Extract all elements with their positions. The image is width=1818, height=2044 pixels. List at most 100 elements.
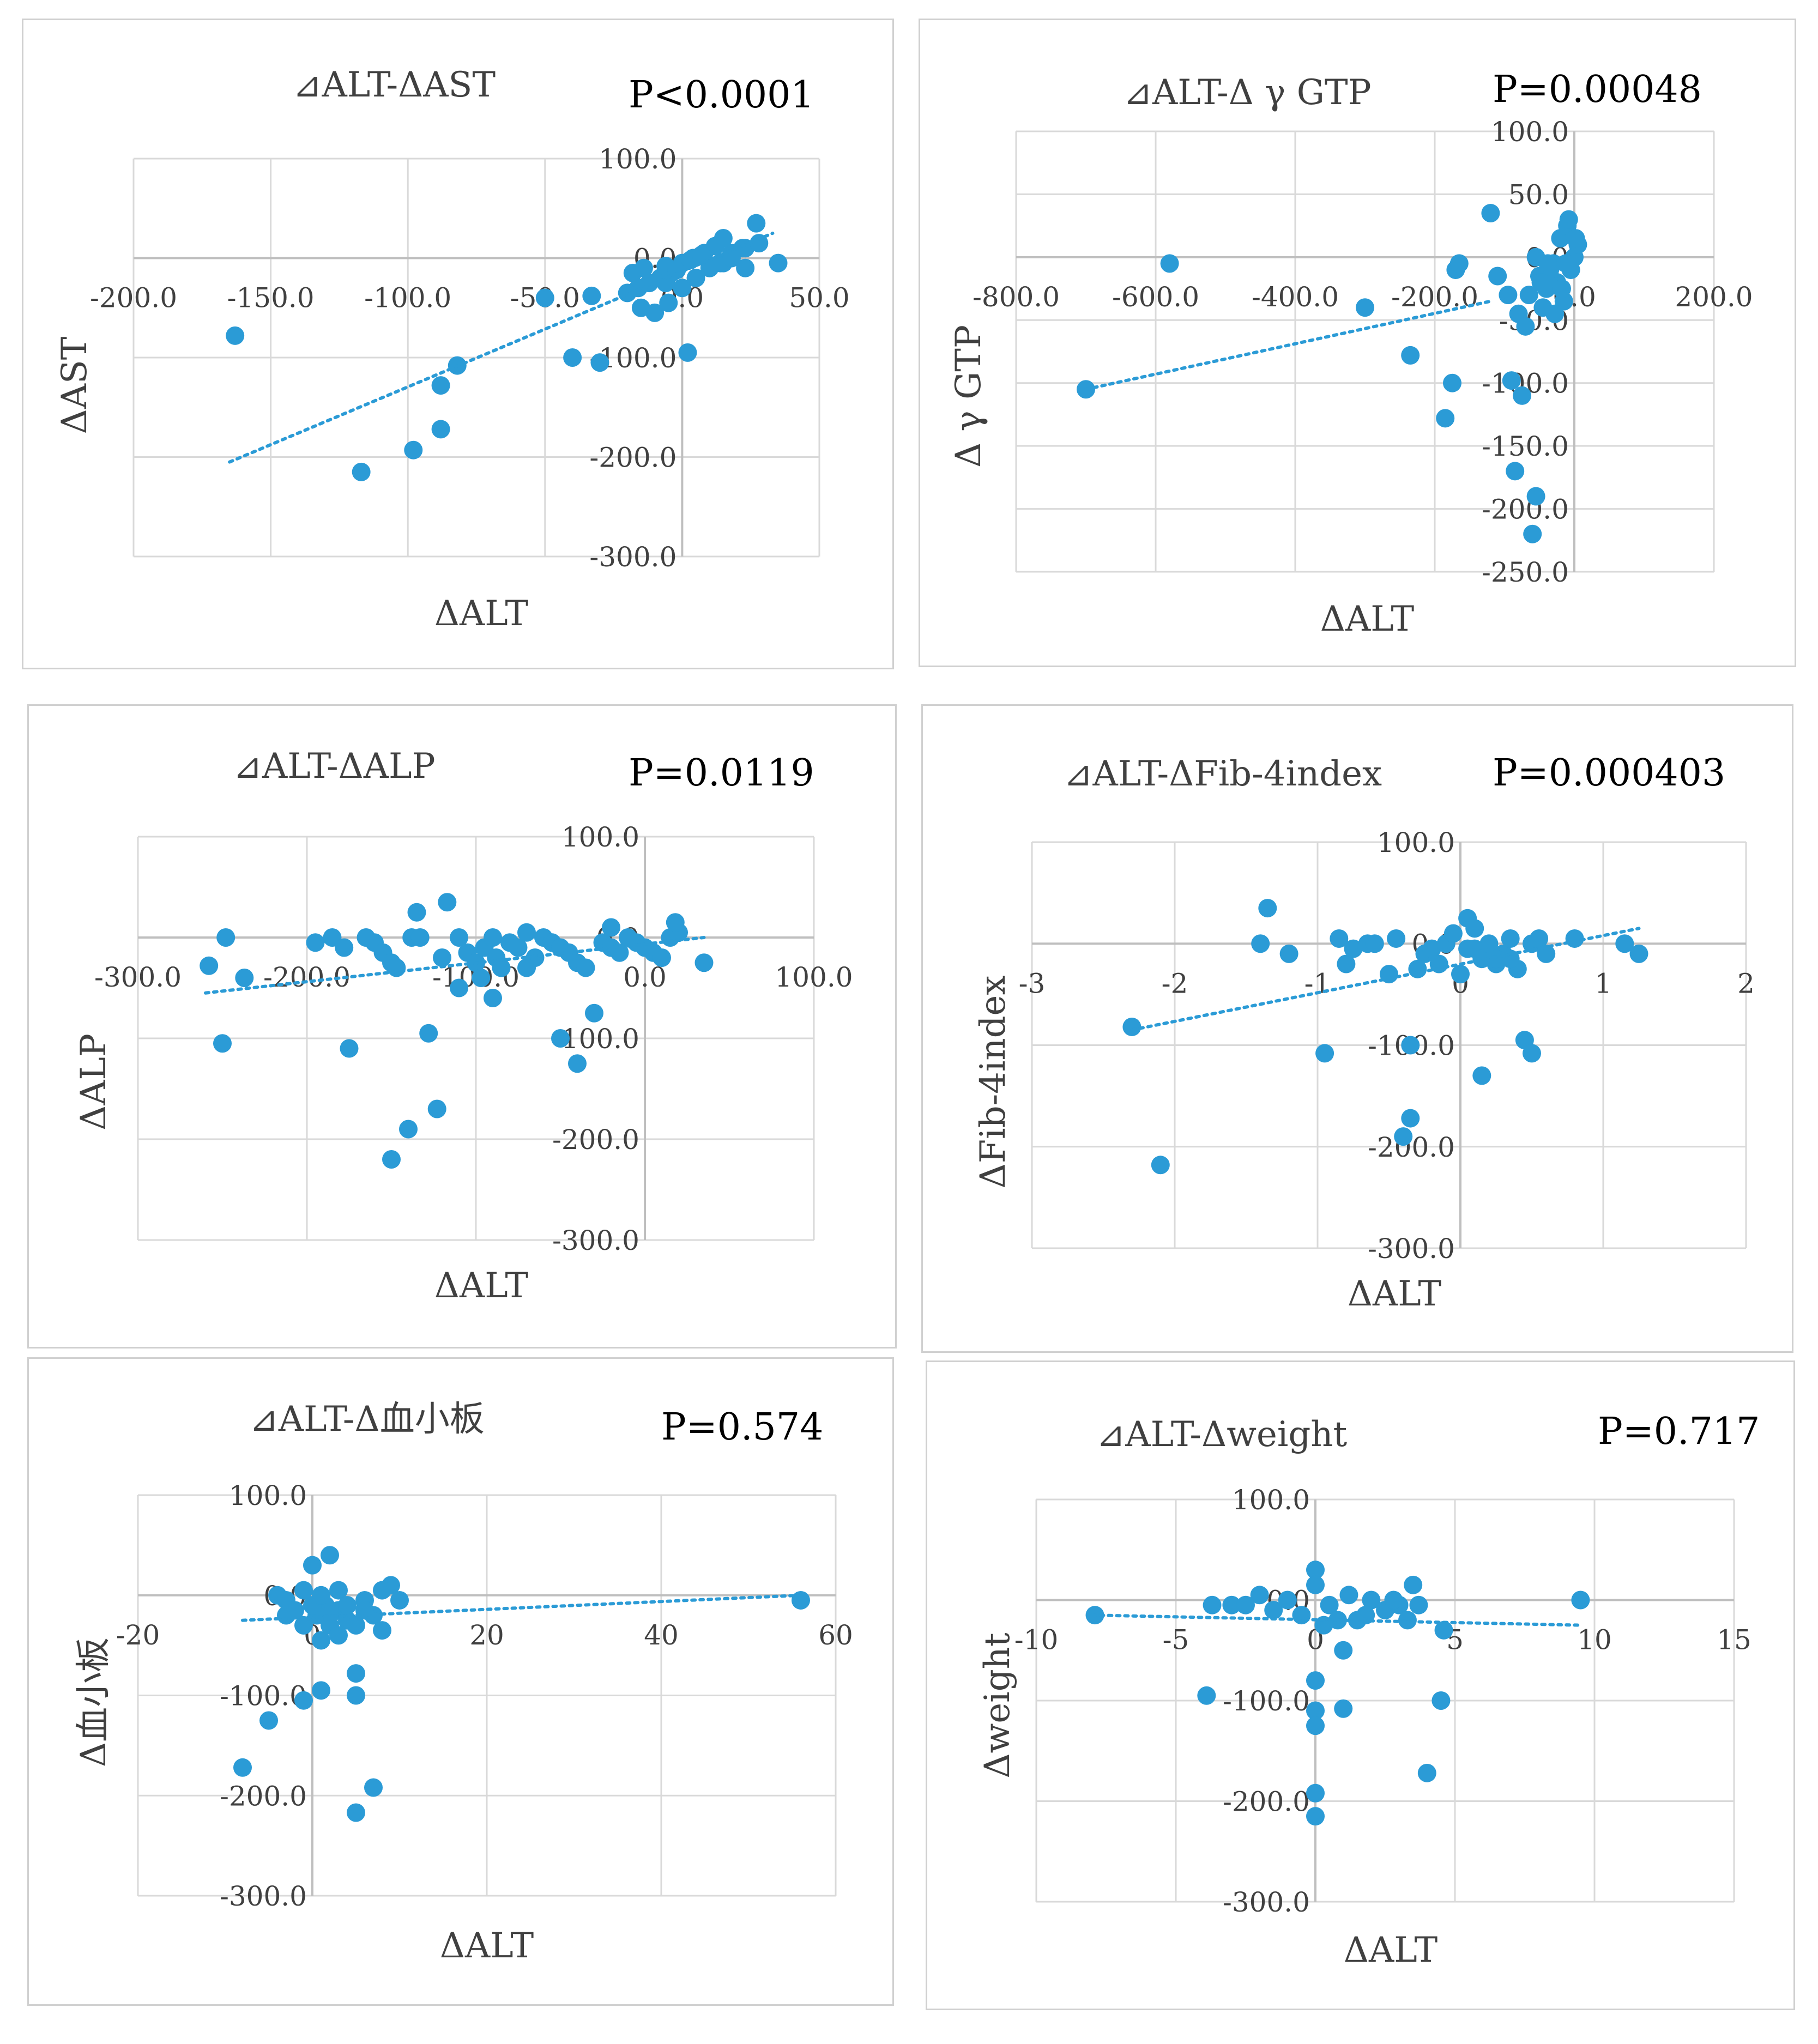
- x-tick-label: 60: [818, 1619, 853, 1651]
- y-tick-label: -200.0: [1223, 1786, 1310, 1818]
- p-value-label: P=0.717: [1598, 1410, 1760, 1453]
- x-tick-label: 10: [1577, 1624, 1612, 1656]
- data-point: [1264, 1600, 1283, 1619]
- data-point: [551, 1029, 570, 1048]
- data-point: [1203, 1595, 1222, 1614]
- data-point: [233, 1758, 252, 1777]
- data-point: [1337, 954, 1356, 973]
- data-point: [352, 462, 371, 481]
- data-point: [303, 1556, 322, 1575]
- data-point: [1197, 1686, 1216, 1705]
- data-point: [472, 969, 491, 987]
- scatter-chart: -3-2-1012100.00.0-100.0-200.0-300.0⊿ALT-…: [973, 752, 1755, 1314]
- scatter-chart: -10-5051015100.00.0-100.0-200.0-300.0⊿AL…: [977, 1410, 1760, 1970]
- data-point: [407, 903, 426, 922]
- chart-title: ⊿ALT-ΔFib-4index: [1064, 754, 1382, 794]
- data-point: [1408, 959, 1427, 978]
- y-axis-title: ΔFib-4index: [973, 975, 1013, 1188]
- data-point: [1320, 1595, 1339, 1614]
- data-point: [792, 1591, 810, 1610]
- y-tick-label: -100.0: [220, 1680, 307, 1712]
- data-point: [431, 376, 450, 395]
- p-value-label: P<0.0001: [629, 74, 814, 117]
- y-tick-label: 100.0: [1491, 116, 1569, 148]
- data-point: [1339, 1586, 1358, 1605]
- data-point: [312, 1586, 330, 1605]
- y-tick-label: -200.0: [589, 442, 677, 474]
- data-point: [200, 956, 219, 975]
- x-tick-label: -600.0: [1112, 281, 1199, 313]
- x-tick-label: -800.0: [973, 281, 1060, 313]
- data-point: [312, 1631, 330, 1650]
- data-point: [1523, 524, 1542, 543]
- y-tick-label: 100.0: [561, 821, 639, 853]
- data-point: [1565, 929, 1584, 948]
- data-point: [373, 1621, 391, 1640]
- scatter-chart: -200204060100.00.0-100.0-200.0-300.0⊿ALT…: [74, 1399, 853, 1966]
- data-point: [306, 933, 325, 952]
- data-point: [666, 913, 685, 932]
- data-point: [1545, 304, 1565, 323]
- data-point: [1222, 1595, 1241, 1614]
- data-point: [1306, 1561, 1325, 1580]
- x-tick-label: -5: [1163, 1624, 1189, 1656]
- p-value-label: P=0.0119: [629, 752, 814, 795]
- data-point: [1488, 267, 1507, 286]
- data-point: [329, 1581, 348, 1600]
- data-point: [492, 958, 511, 977]
- data-point: [329, 1626, 348, 1645]
- trendline: [1130, 927, 1641, 1032]
- x-tick-label: 40: [644, 1619, 679, 1651]
- data-point: [1436, 409, 1455, 428]
- x-tick-label: -2: [1162, 967, 1188, 999]
- data-point: [355, 1601, 374, 1620]
- data-point: [404, 440, 423, 459]
- data-point: [678, 343, 697, 362]
- data-point: [1513, 386, 1531, 405]
- data-point: [410, 928, 430, 947]
- data-point: [373, 1581, 391, 1600]
- data-point: [1250, 1586, 1269, 1605]
- data-point: [750, 234, 769, 253]
- data-point: [722, 249, 741, 268]
- data-point: [387, 958, 406, 977]
- data-point: [1502, 371, 1521, 390]
- data-point: [1160, 254, 1179, 273]
- data-point: [535, 288, 554, 307]
- data-point: [1398, 1611, 1417, 1630]
- data-point: [736, 258, 755, 277]
- data-point: [259, 1711, 278, 1730]
- x-tick-label: -100.0: [364, 282, 451, 314]
- data-point: [431, 420, 450, 439]
- data-point: [1258, 899, 1277, 918]
- data-point: [1552, 279, 1571, 298]
- x-tick-label: 15: [1717, 1624, 1751, 1656]
- y-tick-label: -100.0: [1223, 1685, 1310, 1717]
- y-axis-title: Δ血小板: [74, 1637, 114, 1767]
- data-point: [634, 258, 653, 277]
- data-point: [1443, 373, 1461, 392]
- data-point: [321, 1546, 339, 1565]
- data-point: [1499, 286, 1518, 305]
- x-tick-label: -300.0: [94, 961, 182, 993]
- data-point: [1365, 934, 1384, 953]
- data-point: [1571, 1591, 1590, 1610]
- data-point: [347, 1803, 365, 1822]
- data-point: [450, 978, 468, 997]
- scatter-chart: -200.0-150.0-100.0-50.00.050.0100.00.0-1…: [55, 65, 850, 634]
- y-tick-label: -300.0: [1368, 1233, 1455, 1265]
- data-point: [585, 1003, 603, 1023]
- data-point: [438, 893, 457, 912]
- x-tick-label: 200.0: [1675, 281, 1753, 313]
- data-point: [568, 1054, 587, 1073]
- x-tick-label: 0.0: [623, 961, 667, 993]
- data-point: [576, 958, 595, 977]
- chart-panel-ast: -200.0-150.0-100.0-50.00.050.0100.00.0-1…: [22, 19, 894, 669]
- x-tick-label: 50.0: [789, 282, 849, 314]
- data-point: [659, 293, 678, 312]
- data-point: [1151, 1156, 1170, 1175]
- data-point: [1465, 919, 1484, 938]
- y-tick-label: -300.0: [220, 1880, 307, 1912]
- x-axis-title: ΔALT: [434, 1266, 529, 1306]
- chart-panel-weight: -10-5051015100.00.0-100.0-200.0-300.0⊿AL…: [926, 1360, 1795, 2010]
